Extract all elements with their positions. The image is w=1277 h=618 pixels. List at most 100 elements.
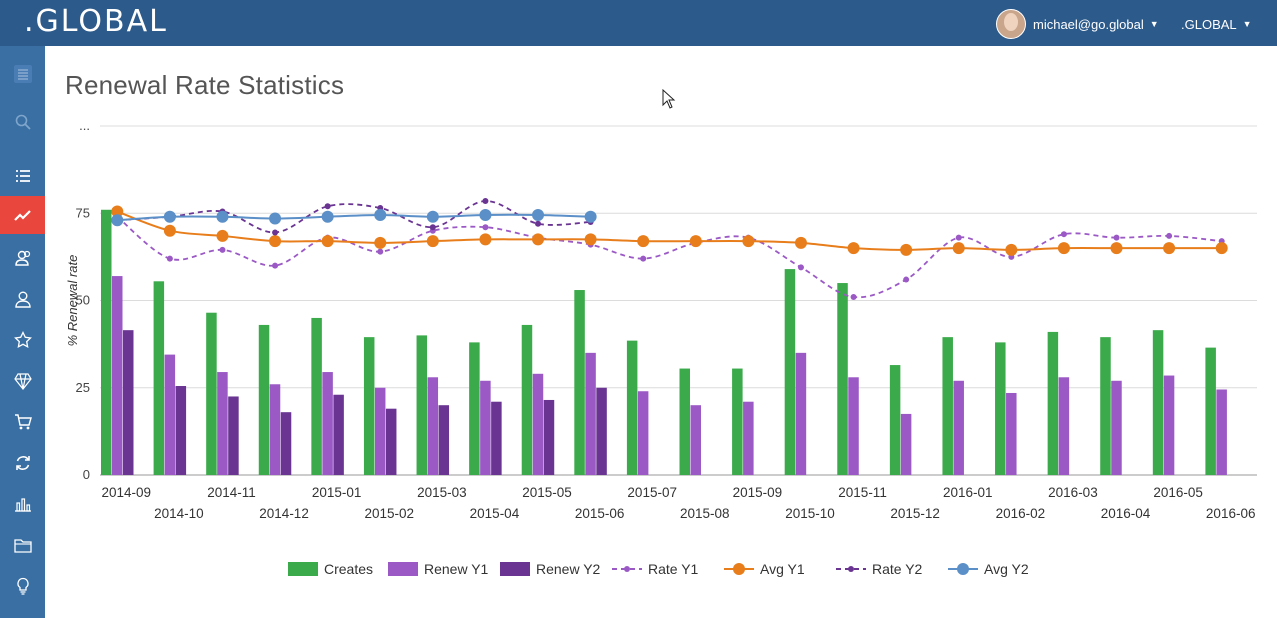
data-point <box>216 210 229 223</box>
user-menu[interactable]: michael@go.global ▼ <box>996 9 1159 39</box>
bar <box>269 384 281 475</box>
bar <box>438 405 450 475</box>
sidebar-item-search[interactable] <box>0 102 45 142</box>
y-tick-label: 0 <box>83 467 90 482</box>
x-tick-label: 2015-04 <box>470 506 520 521</box>
site-menu[interactable]: .GLOBAL ▼ <box>1181 9 1252 39</box>
bar <box>385 408 397 475</box>
cart-icon <box>14 414 32 430</box>
bar <box>942 337 953 475</box>
menu-icon <box>13 65 32 83</box>
data-point <box>482 198 489 205</box>
legend-item: Avg Y2 <box>948 561 1029 577</box>
y-tick-label: 50 <box>76 293 90 308</box>
sidebar-item-user[interactable] <box>0 279 45 319</box>
data-point <box>272 262 279 269</box>
bar <box>1163 375 1175 475</box>
data-point <box>903 276 910 283</box>
mouse-cursor-icon <box>662 89 676 109</box>
x-tick-label: 2016-03 <box>1048 485 1098 500</box>
bar <box>228 396 239 475</box>
x-tick-label: 2016-04 <box>1101 506 1151 521</box>
x-tick-label: 2016-02 <box>996 506 1046 521</box>
bar <box>322 372 333 475</box>
search-icon <box>15 114 31 130</box>
sidebar-item-favorites[interactable] <box>0 320 45 360</box>
bar <box>112 276 123 475</box>
bar <box>1152 330 1164 475</box>
bar <box>1058 377 1070 475</box>
bar <box>995 342 1006 475</box>
data-point <box>269 235 282 248</box>
bar <box>491 401 502 475</box>
bar <box>217 372 228 475</box>
data-point <box>797 264 804 271</box>
bar <box>427 377 439 475</box>
bar <box>1006 392 1017 475</box>
refresh-icon <box>15 456 30 470</box>
sidebar-item-menu[interactable] <box>0 54 45 94</box>
star-icon <box>13 331 32 349</box>
series-line <box>117 213 591 222</box>
bar <box>743 401 754 475</box>
data-point <box>479 208 492 221</box>
data-point <box>216 229 229 242</box>
y-tick-label: ... <box>79 118 90 133</box>
data-point <box>219 246 226 253</box>
sidebar-item-premium[interactable] <box>0 361 45 401</box>
x-tick-label: 2015-10 <box>785 506 835 521</box>
series-line <box>116 210 1222 251</box>
legend-label: Avg Y2 <box>984 561 1029 577</box>
data-point <box>479 233 492 246</box>
x-tick-label: 2014-11 <box>207 485 256 500</box>
legend-label: Renew Y1 <box>424 561 489 577</box>
chevron-down-icon: ▼ <box>1149 19 1159 29</box>
bar <box>585 352 596 475</box>
data-point <box>321 210 334 223</box>
y-axis-label: % Renewal rate <box>65 255 80 347</box>
user-email: michael@go.global <box>1033 16 1144 32</box>
bar <box>363 337 375 475</box>
bar-chart-icon <box>14 498 31 512</box>
legend-item: Rate Y1 <box>612 561 699 577</box>
bar <box>574 290 585 475</box>
sidebar-item-list[interactable] <box>0 156 45 196</box>
sidebar <box>0 46 45 618</box>
bar <box>596 387 607 475</box>
legend-swatch <box>288 562 318 576</box>
bar <box>480 380 491 475</box>
bar <box>123 330 134 475</box>
sidebar-item-files[interactable] <box>0 525 45 565</box>
bar <box>258 324 270 475</box>
site-logo[interactable]: .GLOBAL <box>24 4 168 39</box>
bar <box>848 377 859 475</box>
sidebar-item-cart[interactable] <box>0 402 45 442</box>
legend-label: Rate Y2 <box>872 561 923 577</box>
sidebar-item-groups[interactable] <box>0 238 45 278</box>
data-point <box>640 255 647 262</box>
lightbulb-icon <box>16 577 29 595</box>
bar <box>333 394 344 475</box>
data-point <box>111 205 124 218</box>
x-tick-label: 2014-10 <box>154 506 204 521</box>
data-point <box>1005 243 1018 256</box>
x-tick-label: 2016-05 <box>1153 485 1203 500</box>
series-line <box>117 200 591 234</box>
sidebar-item-reports[interactable] <box>0 484 45 524</box>
sidebar-item-statistics[interactable] <box>0 196 45 234</box>
list-icon <box>15 170 30 182</box>
legend-label: Renew Y2 <box>536 561 601 577</box>
legend-item: Renew Y2 <box>500 561 601 577</box>
data-point <box>1166 232 1173 239</box>
bar <box>206 312 217 475</box>
top-bar: .GLOBAL michael@go.global ▼ .GLOBAL ▼ <box>0 0 1277 46</box>
x-tick-label: 2014-09 <box>102 485 152 500</box>
bar <box>101 209 112 475</box>
legend-marker <box>733 563 745 575</box>
bar <box>679 368 690 475</box>
sidebar-item-renewals[interactable] <box>0 443 45 483</box>
avatar <box>996 9 1026 39</box>
data-point <box>377 248 384 255</box>
sidebar-item-ideas[interactable] <box>0 566 45 606</box>
bar <box>164 354 176 475</box>
